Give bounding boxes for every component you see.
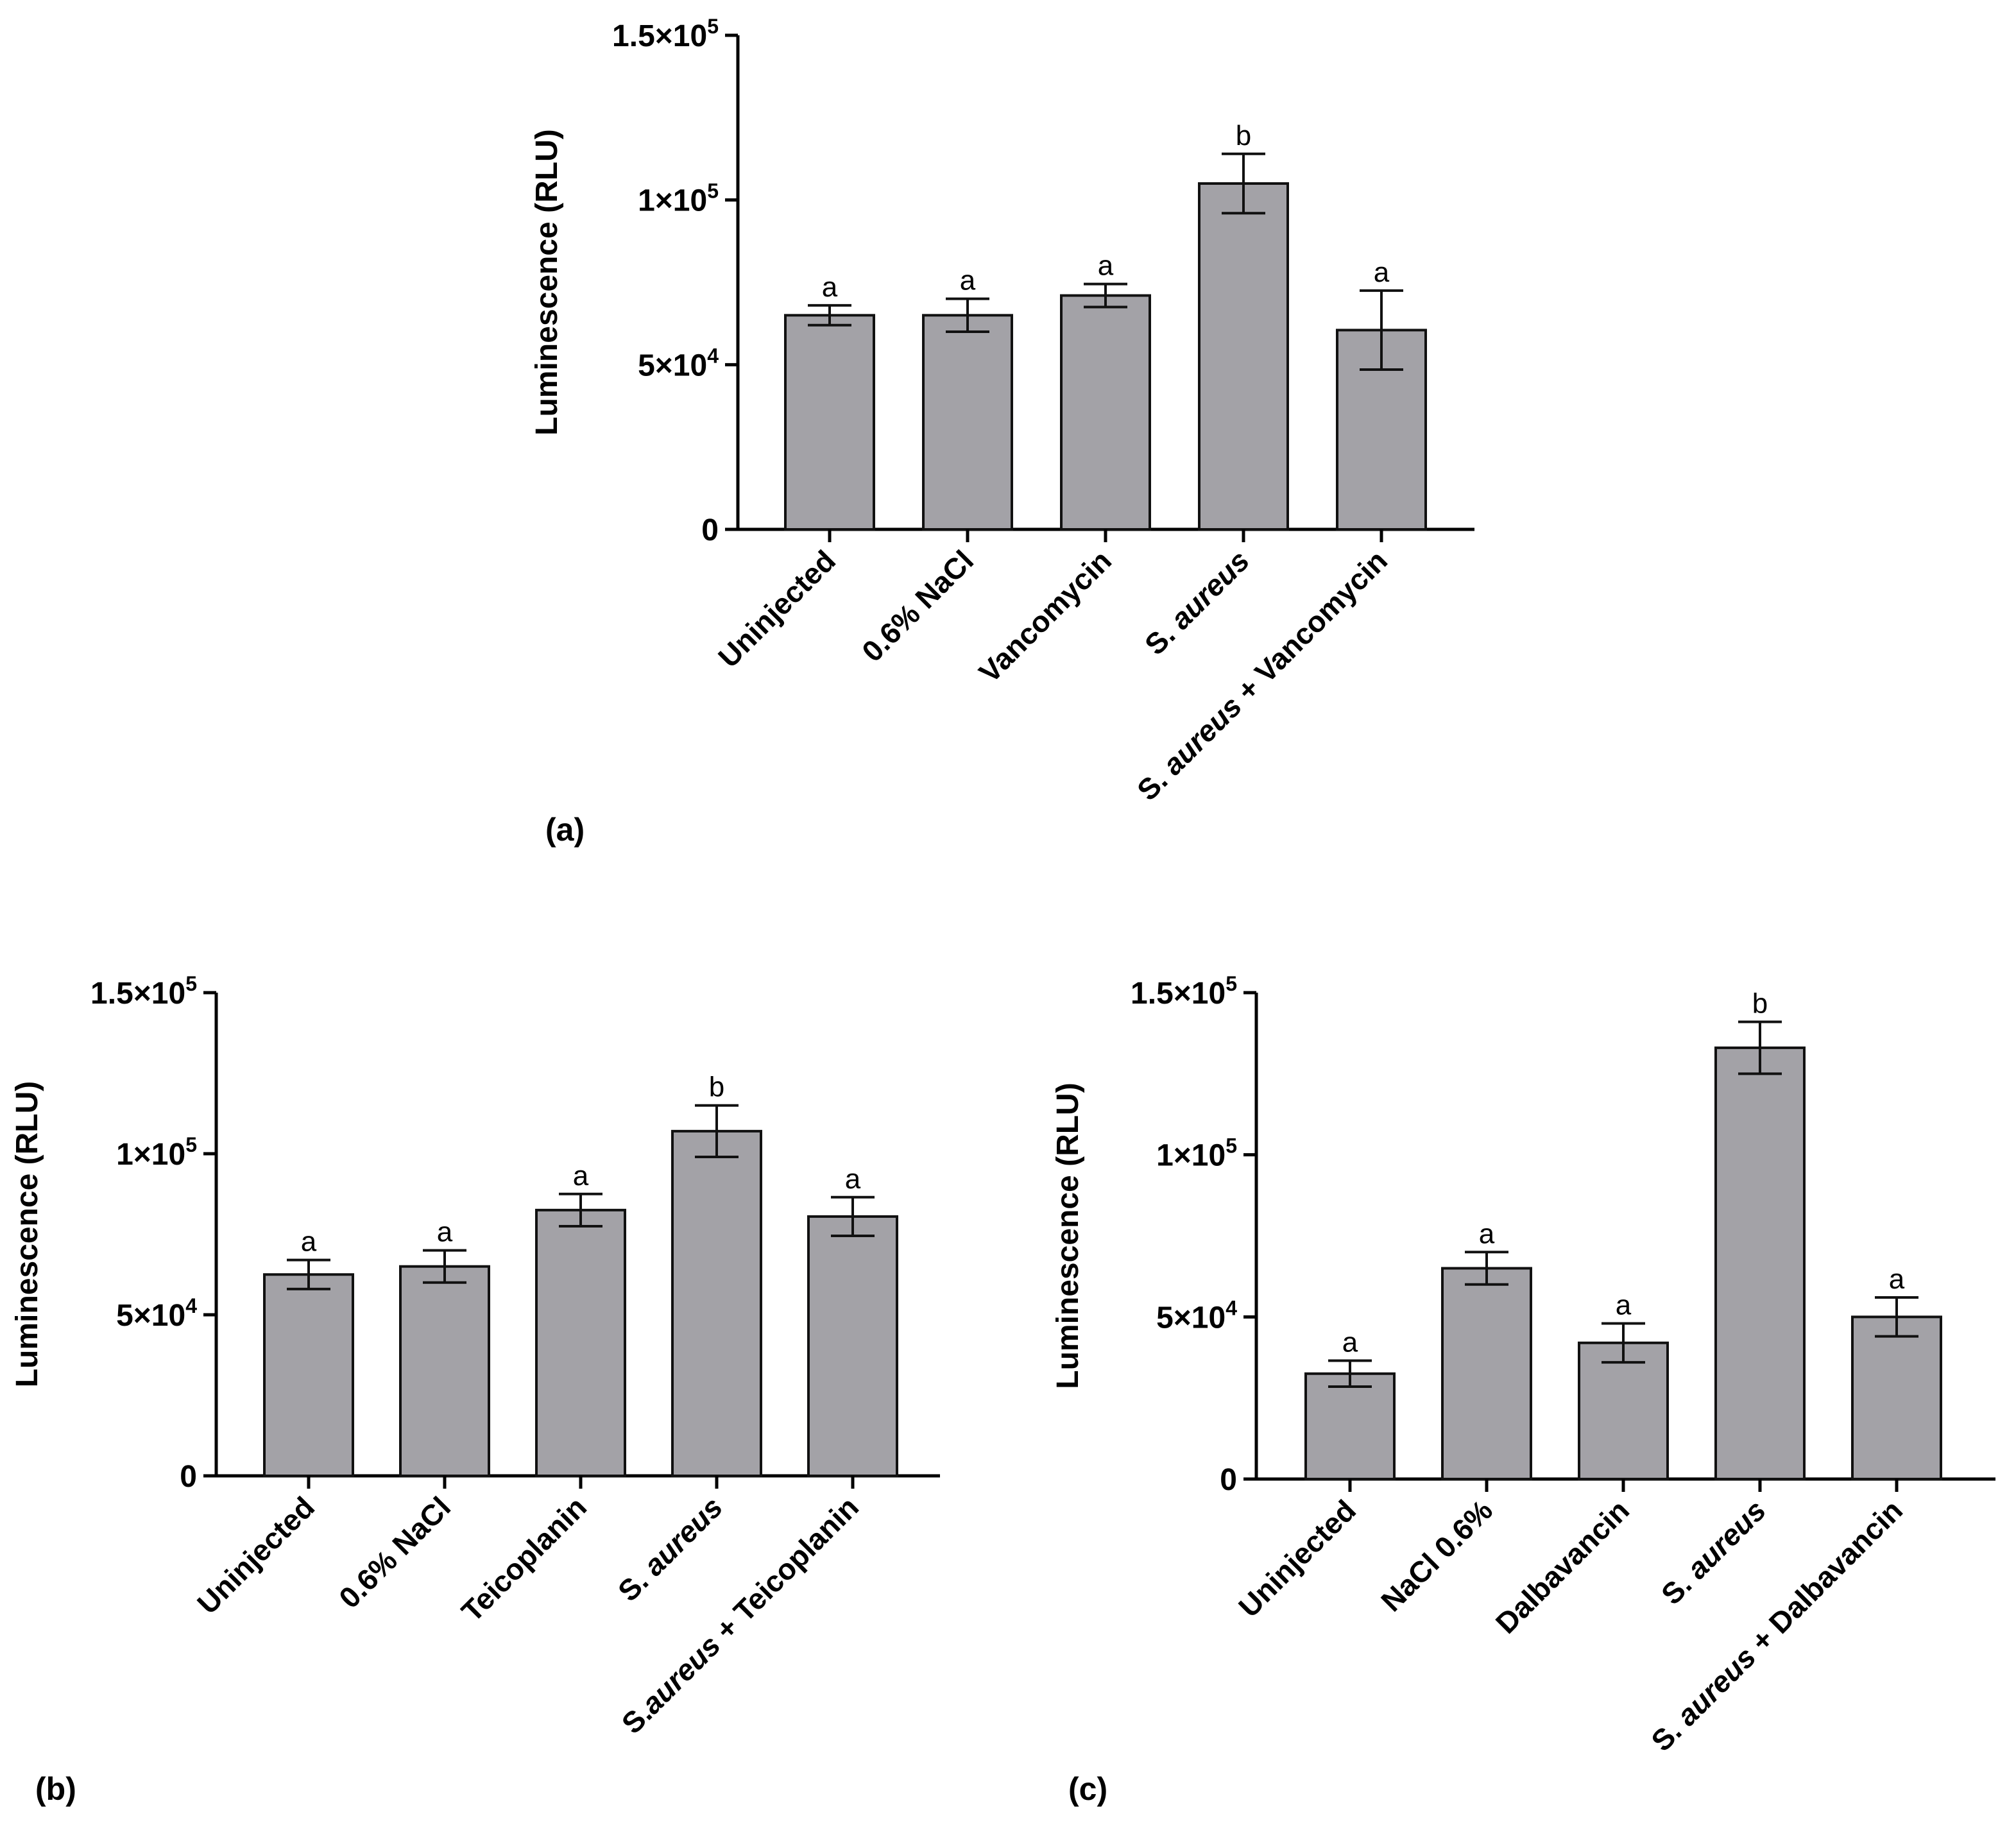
category-label: Teicoplanin (455, 1490, 593, 1628)
bar (922, 314, 1013, 531)
bar (1441, 1267, 1532, 1480)
bar (784, 314, 875, 531)
panel-label: (a) (545, 812, 585, 848)
significance-letter: a (1889, 1263, 1905, 1295)
y-tick-label: 1.5×105 (1131, 972, 1237, 1011)
category-label: S. aureus + Dalbavancin (1644, 1493, 1909, 1758)
y-tick-label: 1×105 (116, 1133, 197, 1172)
significance-letter: a (1098, 250, 1114, 282)
category-label: Uninjected (712, 543, 842, 674)
bar (1198, 182, 1289, 531)
category-label: Uninjected (1232, 1493, 1362, 1623)
significance-letter: a (573, 1160, 589, 1192)
panel-label: (c) (1068, 1771, 1107, 1807)
bar (1060, 294, 1151, 531)
significance-letter: b (1752, 988, 1768, 1019)
bar (1851, 1315, 1942, 1480)
y-tick-label: 0 (180, 1460, 197, 1494)
bar (263, 1273, 354, 1477)
y-axis-title: Luminescence (RLU) (530, 129, 564, 435)
y-tick-label: 0 (701, 513, 719, 547)
y-tick-label: 0 (1220, 1463, 1237, 1497)
significance-letter: b (1236, 120, 1251, 151)
y-tick-label: 1.5×105 (90, 972, 197, 1011)
category-label: S. aureus (1138, 543, 1256, 661)
bar (399, 1265, 490, 1477)
significance-letter: b (709, 1072, 724, 1103)
chart-panel-c: 0 5×104 1×105 1.5×105 Luminescence (RLU) a Uni… (1051, 972, 1995, 1807)
y-tick-label: 5×104 (638, 344, 719, 382)
y-axis-title: Luminescence (RLU) (1051, 1082, 1085, 1389)
significance-letter: a (1342, 1327, 1358, 1358)
category-label: S. aureus + Vancomycin (1131, 543, 1394, 807)
y-tick-label: 1×105 (1156, 1134, 1237, 1173)
significance-letter: a (437, 1217, 453, 1248)
bar (1714, 1046, 1806, 1480)
panel-label: (b) (35, 1771, 76, 1807)
significance-letter: a (1479, 1218, 1495, 1249)
y-tick-label: 5×104 (1156, 1296, 1237, 1335)
significance-letter: a (1616, 1289, 1632, 1321)
bar (807, 1215, 898, 1477)
significance-letter: a (845, 1163, 861, 1195)
category-label: S.aureus + Teicoplanin (615, 1490, 866, 1740)
y-axis-title: Luminescence (RLU) (10, 1081, 44, 1387)
category-label: Vancomycin (972, 543, 1118, 689)
category-label: NaCl 0.6% (1374, 1493, 1499, 1618)
significance-letter: a (1374, 257, 1390, 288)
bar (1304, 1372, 1396, 1480)
category-label: Dalbavancin (1489, 1493, 1636, 1639)
significance-letter: a (301, 1226, 317, 1258)
category-label: 0.6% NaCl (855, 543, 980, 668)
chart-panel-a: 0 5×104 1×105 1.5×105 Luminescence (RLU) a Uni… (530, 15, 1474, 848)
category-label: Uninjected (191, 1490, 321, 1620)
chart-panel-b: 0 5×104 1×105 1.5×105 Luminescence (RLU) a Uni… (10, 972, 940, 1807)
y-tick-label: 5×104 (116, 1294, 197, 1333)
category-label: S. aureus (611, 1490, 729, 1607)
category-label: S. aureus (1655, 1493, 1772, 1611)
bar (671, 1129, 762, 1477)
significance-letter: a (822, 271, 838, 303)
bar (535, 1208, 626, 1477)
significance-letter: a (960, 265, 976, 296)
y-tick-label: 1×105 (638, 180, 719, 218)
category-label: 0.6% NaCl (332, 1490, 457, 1614)
y-tick-label: 1.5×105 (612, 15, 719, 53)
